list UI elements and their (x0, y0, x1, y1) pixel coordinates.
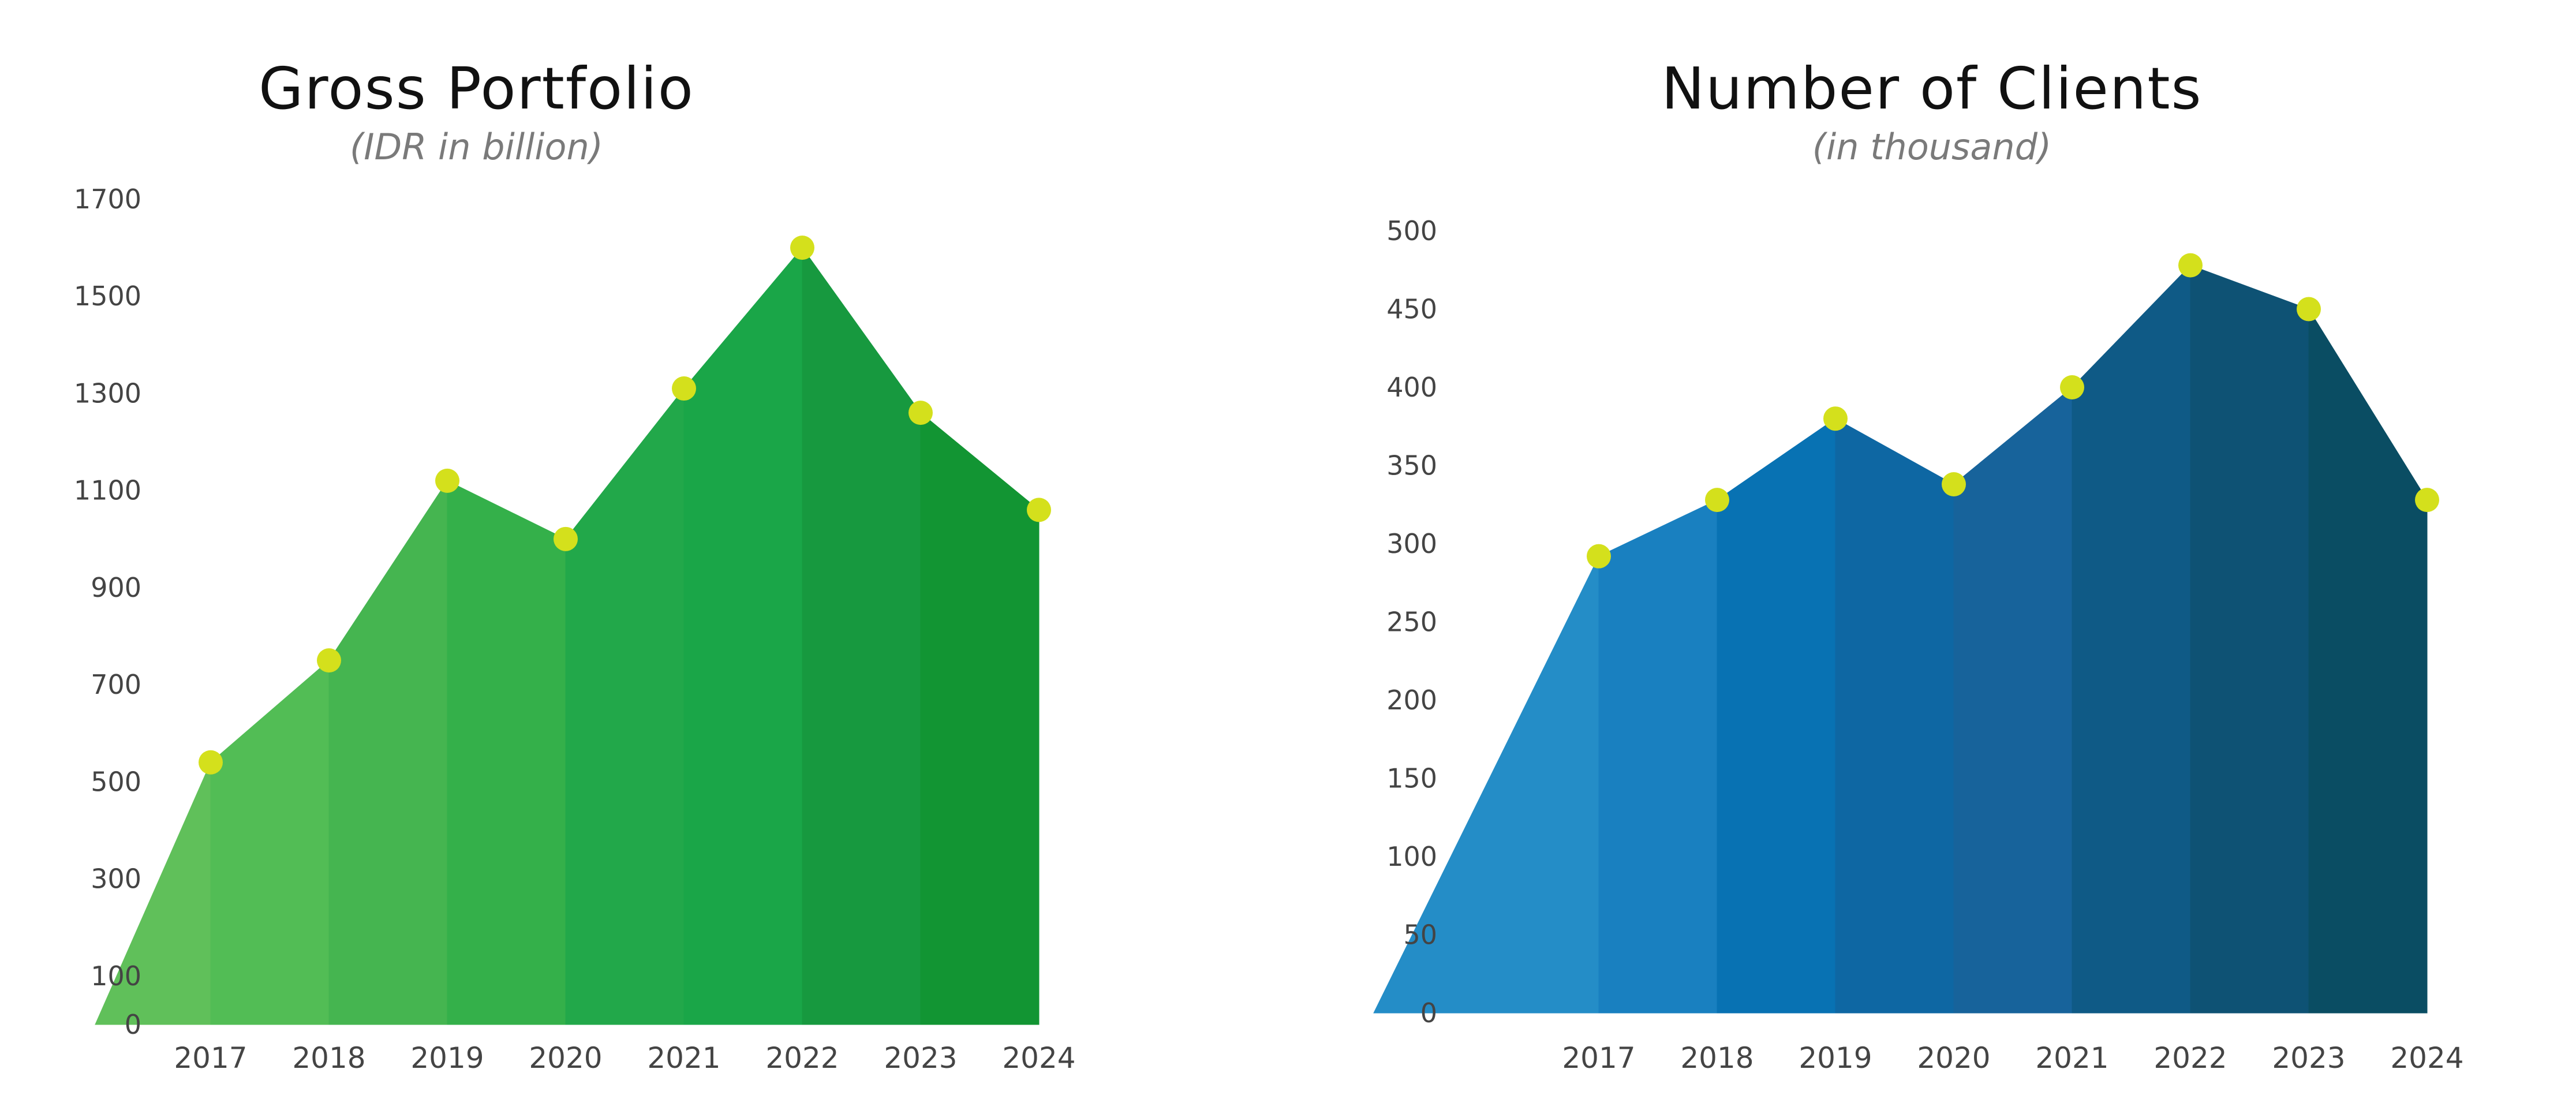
area-segment (328, 480, 448, 1025)
data-point-marker (2178, 253, 2203, 278)
x-tick-label: 2021 (2035, 1041, 2108, 1075)
area-segments (1373, 264, 2428, 1014)
y-tick-label: 1700 (74, 184, 141, 215)
area-segment (2308, 308, 2428, 1014)
y-tick-label: 0 (1420, 997, 1437, 1029)
y-axis: 0 100 300 500 700 900 1100 1300 1500 1700 (74, 184, 141, 1040)
chart-subtitle: (IDR in billion) (350, 126, 603, 168)
area-segment (2190, 264, 2309, 1014)
area-segment (1953, 386, 2073, 1014)
chart-subtitle: (in thousand) (1812, 126, 2052, 168)
area-segment (1717, 418, 1836, 1014)
y-tick-label: 500 (1386, 215, 1437, 246)
data-point-marker (1823, 406, 1848, 431)
number-of-clients-panel: Number of Clients (in thousand) 0 50 100 15… (1288, 0, 2576, 1099)
x-tick-label: 2019 (410, 1041, 484, 1075)
x-tick-label: 2018 (292, 1041, 365, 1075)
x-tick-label: 2022 (2153, 1041, 2227, 1075)
area-segment (447, 480, 566, 1025)
y-tick-label: 1500 (74, 281, 141, 312)
y-tick-label: 1100 (74, 475, 141, 506)
x-tick-label: 2024 (1002, 1041, 1075, 1075)
area-segment (1835, 418, 1954, 1014)
data-point-marker (1705, 488, 1729, 513)
y-tick-label: 100 (1386, 841, 1437, 872)
data-point-marker (1942, 472, 1966, 497)
area-segment (2072, 264, 2191, 1014)
x-tick-label: 2017 (174, 1041, 247, 1075)
y-tick-label: 700 (91, 669, 141, 700)
data-point-marker (1027, 498, 1051, 522)
chart-title: Number of Clients (1661, 55, 2203, 122)
area-segment (565, 387, 685, 1025)
x-tick-label: 2024 (2390, 1041, 2463, 1075)
data-point-marker (1587, 544, 1611, 569)
y-tick-label: 400 (1386, 372, 1437, 403)
x-tick-label: 2019 (1799, 1041, 1872, 1075)
y-tick-label: 250 (1386, 607, 1437, 638)
data-point-marker (2060, 375, 2084, 399)
x-tick-label: 2023 (884, 1041, 957, 1075)
y-tick-label: 200 (1386, 685, 1437, 716)
y-tick-label: 350 (1386, 450, 1437, 481)
x-tick-label: 2023 (2272, 1041, 2345, 1075)
data-point-marker (908, 401, 933, 425)
data-point-marker (790, 235, 814, 260)
x-tick-label: 2020 (1917, 1041, 1990, 1075)
x-tick-label: 2017 (1562, 1041, 1635, 1075)
data-point-marker (317, 648, 341, 673)
data-point-marker (554, 526, 578, 551)
y-tick-label: 300 (1386, 528, 1437, 559)
x-tick-label: 2018 (1680, 1041, 1754, 1075)
data-point-marker (2415, 488, 2439, 513)
y-tick-label: 50 (1403, 919, 1437, 951)
y-tick-label: 500 (91, 766, 141, 797)
y-tick-label: 900 (91, 572, 141, 603)
area-segment (210, 660, 330, 1025)
y-tick-label: 100 (91, 960, 141, 992)
data-markers (1587, 253, 2439, 569)
area-segment (683, 246, 803, 1025)
x-axis: 2017 2018 2019 2020 2021 2022 2023 2024 (174, 1041, 1075, 1075)
y-tick-label: 1300 (74, 377, 141, 409)
y-tick-label: 150 (1386, 763, 1437, 794)
y-tick-label: 0 (125, 1009, 141, 1040)
gross-portfolio-chart: 0 100 300 500 700 900 1100 1300 1500 1700 2017 2018… (74, 184, 1076, 1075)
x-axis: 2017 2018 2019 2020 2021 2022 2023 2024 (1562, 1041, 2463, 1075)
chart-title: Gross Portfolio (259, 55, 694, 122)
data-point-marker (199, 750, 223, 775)
y-tick-label: 450 (1386, 294, 1437, 325)
area-segment (802, 246, 921, 1025)
data-point-marker (672, 376, 696, 401)
area-segments (95, 246, 1040, 1025)
area-segment (920, 412, 1040, 1025)
area-segment (1598, 499, 1718, 1014)
y-tick-label: 300 (91, 863, 141, 895)
gross-portfolio-panel: Gross Portfolio (IDR in billion) 0 100 300… (74, 55, 1076, 1075)
data-markers (199, 235, 1051, 775)
y-axis: 0 50 100 150 200 250 300 350 400 450 500 (1386, 215, 1437, 1029)
x-tick-label: 2020 (529, 1041, 602, 1075)
data-point-marker (435, 468, 459, 493)
x-tick-label: 2021 (647, 1041, 720, 1075)
x-tick-label: 2022 (765, 1041, 839, 1075)
data-point-marker (2297, 297, 2321, 322)
